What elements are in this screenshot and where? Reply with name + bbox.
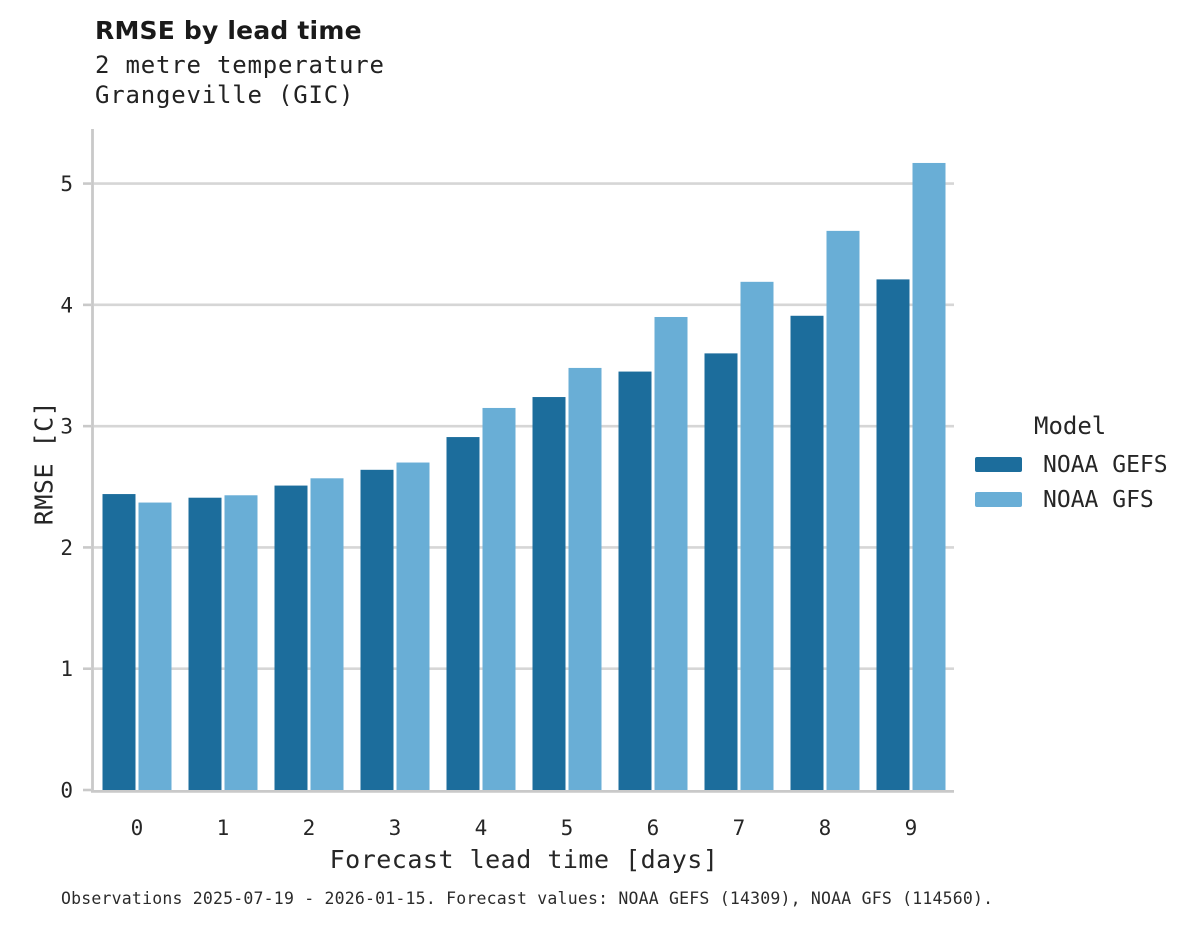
y-tick-label: 5 bbox=[60, 172, 73, 196]
x-tick-label: 9 bbox=[905, 816, 918, 840]
bar-noaa-gefs bbox=[360, 469, 394, 790]
y-tick-label: 4 bbox=[60, 293, 73, 317]
x-axis-label: Forecast lead time [days] bbox=[329, 845, 719, 874]
legend-swatch-noaa-gfs bbox=[975, 492, 1022, 507]
x-tick-label: 8 bbox=[819, 816, 832, 840]
bar-noaa-gefs bbox=[876, 279, 910, 790]
legend-items: NOAA GEFS NOAA GFS bbox=[975, 447, 1190, 517]
x-tick-label: 5 bbox=[561, 816, 574, 840]
x-tick-label: 4 bbox=[475, 816, 488, 840]
chart-subtitle-variable: 2 metre temperature bbox=[95, 51, 385, 79]
x-tick-label: 0 bbox=[131, 816, 144, 840]
x-tick-label: 6 bbox=[647, 816, 660, 840]
y-tick-label: 2 bbox=[60, 536, 73, 560]
legend: Model NOAA GEFS NOAA GFS bbox=[975, 412, 1190, 517]
legend-label: NOAA GFS bbox=[1043, 486, 1154, 513]
x-tick-label: 7 bbox=[733, 816, 746, 840]
bar-noaa-gfs bbox=[740, 281, 774, 790]
bar-noaa-gfs bbox=[396, 462, 430, 790]
bar-noaa-gfs bbox=[310, 478, 344, 790]
legend-title: Model bbox=[1034, 412, 1107, 440]
bar-noaa-gefs bbox=[618, 371, 652, 790]
footnote: Observations 2025-07-19 - 2026-01-15. Fo… bbox=[61, 889, 994, 908]
bar-noaa-gefs bbox=[274, 485, 308, 790]
bar-noaa-gfs bbox=[138, 502, 172, 790]
x-tick-label: 1 bbox=[217, 816, 230, 840]
x-tick-label: 3 bbox=[389, 816, 402, 840]
bar-noaa-gfs bbox=[654, 316, 688, 790]
legend-item-noaa-gefs: NOAA GEFS bbox=[975, 447, 1190, 482]
bar-noaa-gefs bbox=[446, 437, 480, 790]
bar-noaa-gfs bbox=[568, 367, 602, 790]
legend-swatch-noaa-gefs bbox=[975, 457, 1022, 472]
bar-noaa-gefs bbox=[790, 315, 824, 790]
legend-label: NOAA GEFS bbox=[1043, 451, 1168, 478]
y-tick-label: 0 bbox=[60, 779, 73, 803]
bar-noaa-gefs bbox=[532, 397, 566, 790]
bar-noaa-gefs bbox=[102, 494, 136, 790]
chart-subtitle-station: Grangeville (GIC) bbox=[95, 81, 355, 109]
bar-noaa-gfs bbox=[826, 230, 860, 790]
bar-noaa-gefs bbox=[704, 353, 738, 790]
x-tick-label: 2 bbox=[303, 816, 316, 840]
legend-item-noaa-gfs: NOAA GFS bbox=[975, 482, 1190, 517]
y-tick-label: 3 bbox=[60, 415, 73, 439]
bar-noaa-gfs bbox=[912, 162, 946, 790]
page-title: RMSE by lead time bbox=[95, 16, 362, 45]
bar-noaa-gefs bbox=[188, 497, 222, 790]
y-tick-label: 1 bbox=[60, 657, 73, 681]
bar-noaa-gfs bbox=[224, 495, 258, 790]
bar-noaa-gfs bbox=[482, 407, 516, 790]
